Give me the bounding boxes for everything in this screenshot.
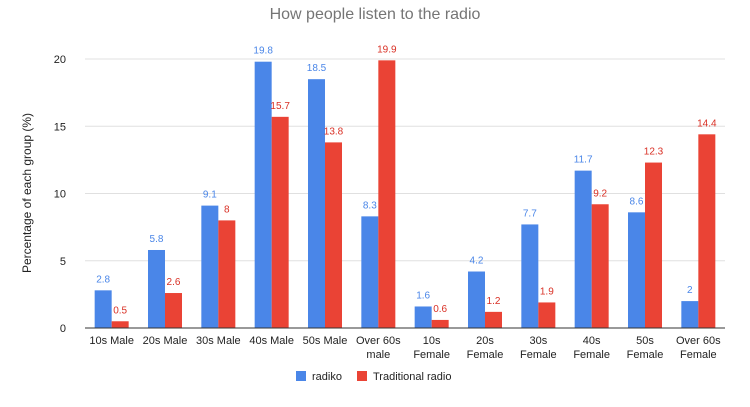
x-tick-label: 50s Male — [303, 335, 348, 347]
data-label: 9.1 — [203, 190, 217, 201]
data-label: 4.2 — [470, 256, 484, 267]
data-label: 11.7 — [574, 155, 593, 166]
x-tick-label: Female — [680, 349, 717, 361]
bar-traditional-radio — [271, 116, 289, 329]
data-labels: 2.8 0.5 5.8 2.6 9.1 8 19.8 15.7 18.5 13.8 8.3 19.9 1… — [96, 44, 717, 316]
data-label: 7.7 — [523, 208, 537, 219]
x-tick-label: Female — [413, 349, 450, 361]
data-label: 1.2 — [487, 296, 501, 307]
bar-traditional-radio — [218, 220, 236, 328]
x-tick-label: 30s — [529, 335, 547, 347]
x-tick-label: 10s — [423, 335, 441, 347]
y-axis-label: Percentage of each group (%) — [20, 113, 34, 273]
x-tick-label: 40s Male — [249, 335, 294, 347]
data-label: 19.9 — [377, 44, 397, 55]
bar-radiko — [414, 306, 432, 328]
bar-traditional-radio — [645, 162, 662, 328]
data-label: 8 — [224, 204, 230, 215]
data-label: 2 — [687, 285, 693, 296]
x-tick-labels: 10s Male 20s Male 30s Male 40s Male 50s Male… — [89, 335, 721, 361]
bar-radiko — [308, 79, 325, 328]
data-label: 18.5 — [307, 63, 327, 74]
bar-traditional-radio — [378, 60, 396, 328]
x-tick-label: male — [366, 349, 390, 361]
bar-radiko — [628, 212, 645, 328]
x-tick-label: 20s — [476, 335, 494, 347]
y-tick-label: 0 — [60, 323, 66, 335]
legend-swatch — [296, 371, 306, 381]
chart-title: How people listen to the radio — [270, 6, 481, 23]
y-tick-labels: 0 5 10 15 20 — [54, 54, 66, 335]
data-label: 5.8 — [150, 234, 164, 245]
bar-traditional-radio — [111, 321, 129, 328]
bar-radiko — [361, 216, 379, 328]
legend-swatch — [357, 371, 367, 381]
x-tick-label: Over 60s — [356, 335, 401, 347]
data-label: 8.6 — [630, 196, 644, 207]
bar-radiko — [201, 205, 219, 328]
x-tick-label: 30s Male — [196, 335, 241, 347]
x-tick-label: Female — [573, 349, 610, 361]
bar-traditional-radio — [325, 142, 342, 328]
data-label: 0.6 — [433, 304, 447, 315]
data-label: 15.7 — [270, 101, 290, 112]
bars — [94, 60, 716, 329]
bar-radiko — [254, 61, 272, 328]
x-tick-label: Female — [520, 349, 557, 361]
bar-traditional-radio — [165, 293, 182, 328]
data-label: 19.8 — [253, 46, 273, 57]
bar-traditional-radio — [431, 319, 449, 328]
y-tick-label: 5 — [60, 256, 66, 268]
bar-traditional-radio — [485, 311, 502, 328]
bar-traditional-radio — [538, 302, 556, 328]
data-label: 1.6 — [416, 290, 430, 301]
bar-radiko — [574, 170, 592, 328]
data-label: 0.5 — [113, 305, 127, 316]
bar-radiko — [468, 271, 485, 328]
bar-traditional-radio — [591, 204, 609, 328]
data-label: 2.8 — [96, 274, 110, 285]
y-tick-label: 15 — [54, 121, 66, 133]
x-tick-label: Female — [627, 349, 664, 361]
x-tick-label: Over 60s — [676, 335, 721, 347]
x-tick-label: 40s — [583, 335, 601, 347]
legend-label: radiko — [312, 371, 342, 383]
bar-traditional-radio — [698, 134, 716, 328]
x-tick-label: Female — [467, 349, 504, 361]
bar-radiko — [94, 290, 112, 328]
legend-label: Traditional radio — [373, 371, 451, 383]
x-tick-label: 20s Male — [143, 335, 188, 347]
data-label: 14.4 — [697, 118, 717, 129]
y-tick-label: 20 — [54, 54, 66, 66]
data-label: 12.3 — [644, 147, 664, 158]
x-tick-label: 10s Male — [89, 335, 134, 347]
data-label: 9.2 — [593, 188, 607, 199]
data-label: 1.9 — [540, 286, 554, 297]
x-tick-label: 50s — [636, 335, 654, 347]
legend: radiko Traditional radio — [296, 371, 451, 383]
data-label: 8.3 — [363, 200, 377, 211]
y-tick-label: 10 — [54, 189, 66, 201]
data-label: 2.6 — [167, 277, 181, 288]
bar-radiko — [148, 249, 165, 328]
bar-radiko — [681, 301, 699, 328]
gridlines — [85, 58, 725, 262]
bar-radiko — [521, 224, 539, 328]
data-label: 13.8 — [324, 126, 344, 137]
